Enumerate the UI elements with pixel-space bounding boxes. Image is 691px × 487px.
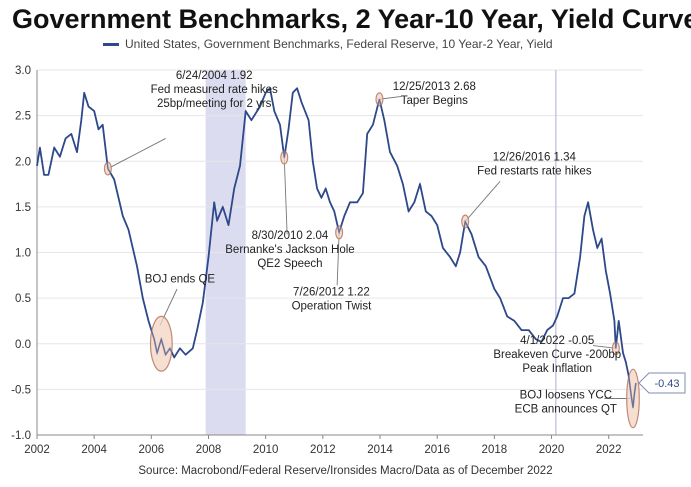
y-tick-label: 2.5 (15, 111, 31, 123)
x-tick-label: 2004 (81, 444, 107, 456)
annotation-text: 7/26/2012 1.22 (293, 286, 370, 298)
legend-label: United States, Government Benchmarks, Fe… (125, 37, 553, 51)
x-tick-label: 2020 (539, 444, 565, 456)
annotation-text: Fed restarts rate hikes (477, 165, 592, 177)
axes (36, 70, 643, 436)
yield-spread-line-overlay (36, 86, 637, 408)
annotation-text: Breakeven Curve -200bp (493, 349, 621, 361)
y-tick-label: 3.0 (15, 65, 31, 77)
annotation-text: 4/1/2022 -0.05 (520, 335, 594, 347)
legend: United States, Government Benchmarks, Fe… (103, 37, 553, 51)
x-tick-labels: 2002 2004 2006 2008 2010 2012 2014 2016 2018 2020… (24, 435, 621, 456)
y-tick-label: 0.5 (15, 293, 31, 305)
annotation-text: Fed measured rate hikes (151, 84, 278, 96)
annotation-leader (464, 181, 501, 222)
annotation-text: Taper Begins (401, 95, 468, 107)
last-value-label: -0.43 (654, 378, 679, 390)
y-tick-label: 1.5 (15, 202, 31, 214)
y-tick-label: -0.5 (11, 384, 31, 396)
annotation-text: ECB announces QT (515, 404, 617, 416)
y-tick-labels: 3.0 2.5 2.0 1.5 1.0 0.5 0.0 -0.5 -1.0 (11, 65, 31, 442)
chart-title: Government Benchmarks, 2 Year-10 Year, Y… (12, 4, 691, 34)
x-tick-label: 2022 (596, 444, 622, 456)
highlight-markers (36, 86, 640, 429)
last-value-box (638, 372, 686, 394)
annotation-text: BOJ ends QE (145, 274, 216, 286)
annotation-text: 12/26/2016 1.34 (493, 151, 577, 163)
annotation-text: Peak Inflation (522, 363, 592, 375)
annotation-text: 25bp/meeting for 2 yrs (157, 98, 272, 110)
highlight-marker (149, 315, 173, 372)
annotation-text: Operation Twist (292, 300, 372, 312)
source-note: Source: Macrobond/Federal Reserve/Ironsi… (138, 465, 553, 477)
annotation-leader (283, 157, 288, 235)
x-tick-label: 2018 (482, 444, 508, 456)
x-tick-label: 2014 (367, 444, 393, 456)
x-tick-label: 2012 (310, 444, 336, 456)
x-tick-label: 2002 (24, 444, 50, 456)
annotation-text: 8/30/2010 2.04 (252, 230, 329, 242)
annotation-text: BOJ loosens YCC (520, 390, 612, 402)
annotation-text: 6/24/2004 1.92 (176, 70, 253, 82)
annotation-leader (336, 232, 340, 286)
y-tick-label: 2.0 (15, 156, 31, 168)
annotations: 6/24/2004 1.92 Fed measured rate hikes 25b… (145, 70, 621, 415)
y-tick-label: -1.0 (11, 430, 31, 442)
annotation-text: QE2 Speech (257, 258, 322, 270)
x-tick-label: 2008 (196, 444, 222, 456)
last-value-tag: -0.43 (638, 372, 686, 394)
y-tick-label: 0.0 (15, 339, 31, 351)
x-tick-label: 2010 (253, 444, 279, 456)
x-tick-label: 2016 (424, 444, 450, 456)
legend-swatch (103, 42, 119, 46)
x-tick-label: 2006 (139, 444, 165, 456)
annotation-text: 12/25/2013 2.68 (393, 81, 476, 93)
y-tick-label: 1.0 (15, 248, 31, 260)
annotation-text: Bernanke's Jackson Hole (225, 244, 354, 256)
annotation-leader (107, 138, 166, 169)
